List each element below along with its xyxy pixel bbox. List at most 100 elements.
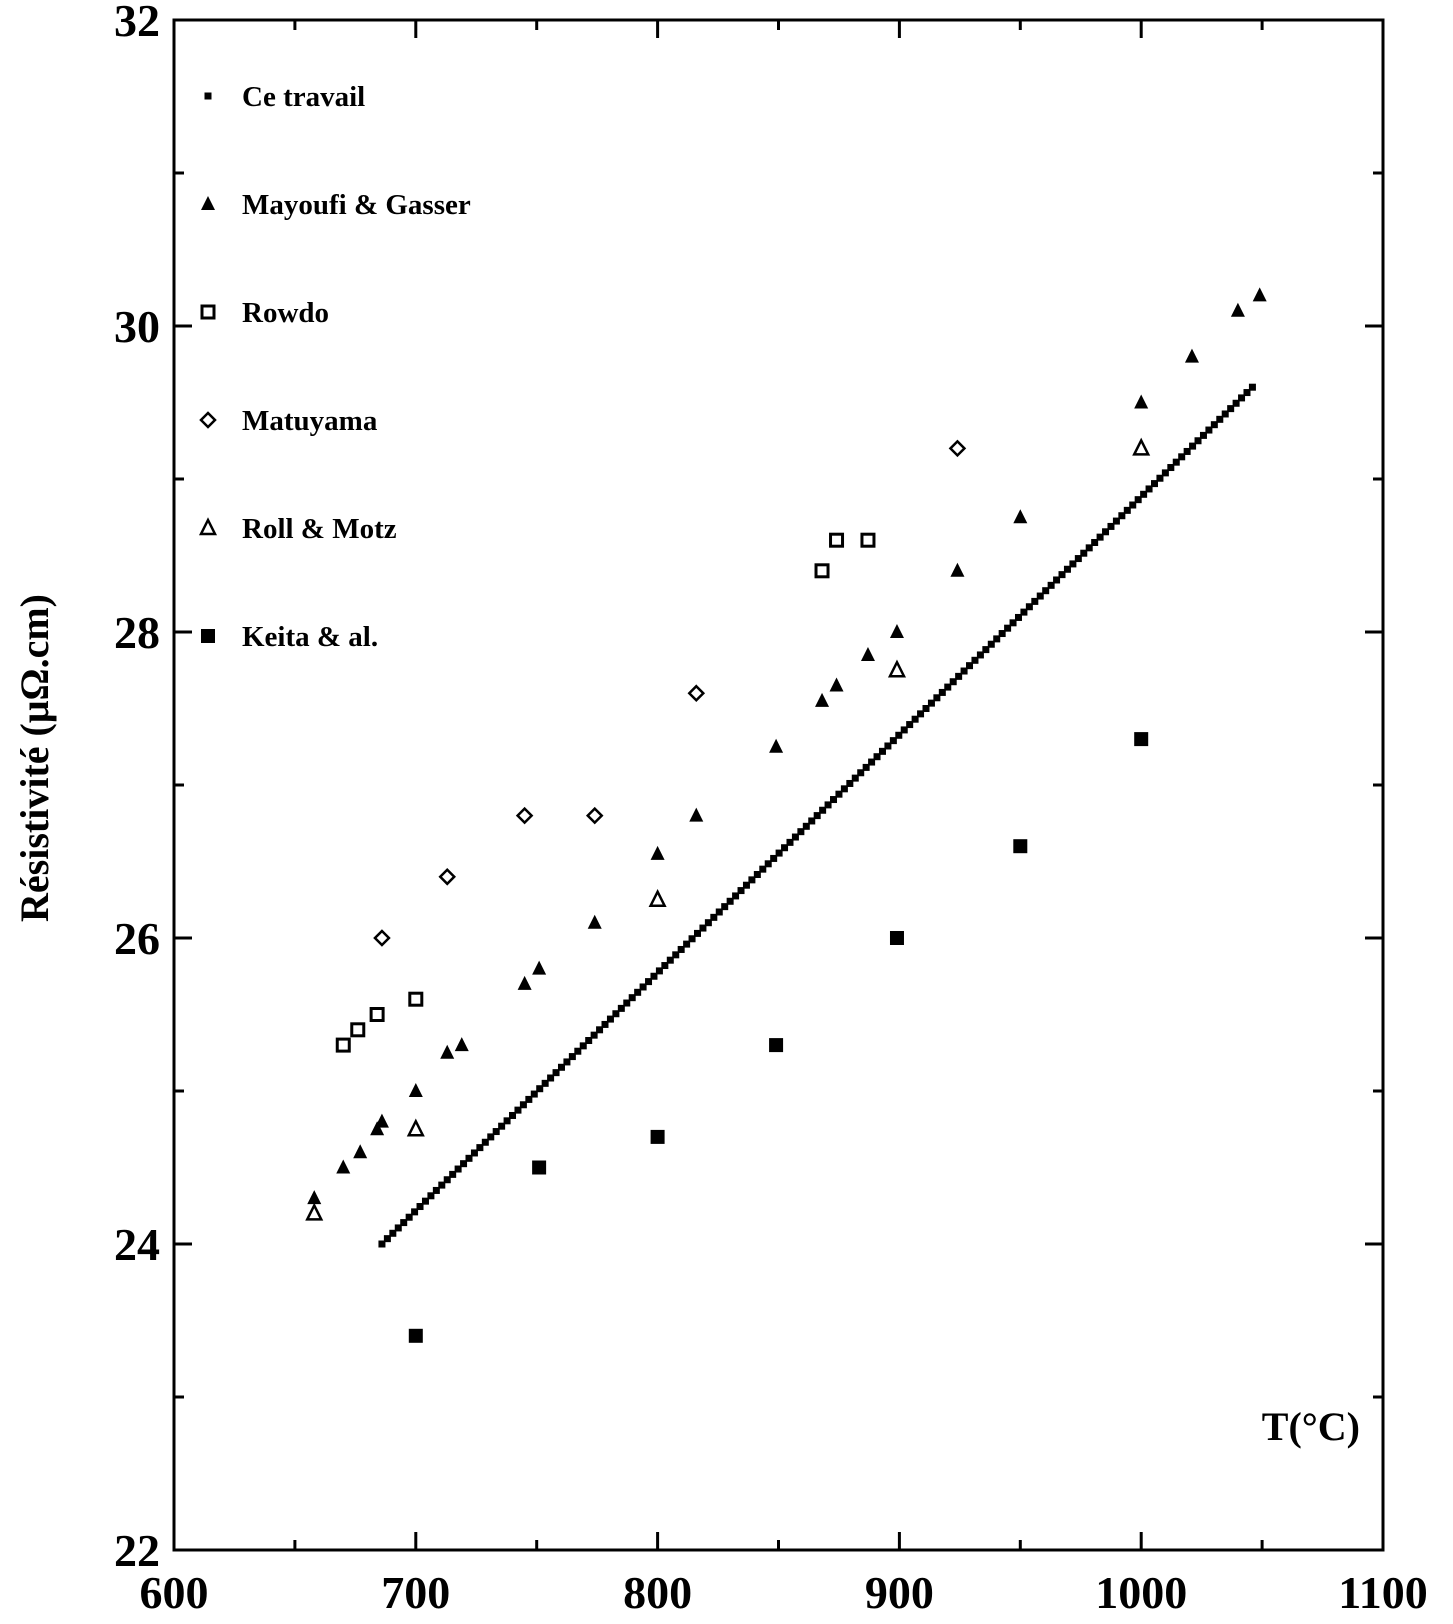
data-point (373, 929, 391, 947)
data-point (802, 822, 810, 830)
data-point (336, 1159, 351, 1174)
data-point (514, 1106, 522, 1114)
data-point (465, 1154, 473, 1162)
data-point (532, 960, 547, 975)
series-0 (378, 383, 1256, 1248)
data-point (846, 779, 854, 787)
data-point (815, 692, 830, 707)
data-point (955, 672, 963, 680)
data-point (1216, 415, 1224, 423)
y-tick-label: 24 (114, 1219, 160, 1270)
data-point (307, 1190, 322, 1205)
data-point (672, 951, 680, 959)
data-point (687, 684, 706, 702)
legend-marker (204, 92, 212, 100)
data-point (1004, 624, 1012, 632)
data-point (775, 849, 783, 857)
data-point (454, 1037, 469, 1052)
data-point (628, 994, 636, 1002)
data-point (829, 677, 844, 692)
data-point (868, 758, 876, 766)
data-point (335, 1037, 351, 1053)
data-point (460, 1160, 468, 1168)
data-point (470, 1149, 478, 1157)
data-point (797, 828, 805, 836)
data-point (666, 956, 674, 964)
data-point (617, 1004, 625, 1012)
data-point (1069, 560, 1077, 568)
data-point (408, 991, 424, 1007)
legend-label: Matuyama (242, 405, 378, 437)
data-point (1129, 501, 1137, 509)
data-point (1042, 587, 1050, 595)
data-point (378, 1240, 386, 1248)
data-point (525, 1095, 533, 1103)
data-point (1145, 485, 1153, 493)
data-point (400, 1219, 408, 1227)
data-point (454, 1165, 462, 1173)
data-point (503, 1117, 511, 1125)
data-point (710, 913, 718, 921)
data-point (753, 871, 761, 879)
data-point (563, 1058, 571, 1066)
data-point (438, 868, 457, 886)
data-point (1172, 458, 1180, 466)
y-tick-label: 22 (114, 1525, 160, 1576)
data-point (1091, 538, 1099, 546)
legend-label: Keita & al. (242, 621, 378, 653)
data-point (1150, 480, 1158, 488)
data-point (421, 1197, 429, 1205)
data-marks (305, 287, 1267, 1343)
data-point (1014, 613, 1022, 621)
y-axis-ticks: 22 24 26 28 30 32 (114, 0, 1383, 1576)
data-point (585, 1037, 593, 1045)
data-point (1025, 603, 1033, 611)
data-point (587, 914, 602, 929)
data-point (860, 646, 875, 661)
data-point (585, 806, 604, 825)
data-point (824, 801, 832, 809)
data-point (887, 659, 907, 678)
data-point (927, 699, 935, 707)
data-point (770, 854, 778, 862)
data-point (1134, 732, 1149, 747)
data-point (878, 747, 886, 755)
x-tick-label: 1100 (1338, 1567, 1427, 1618)
data-point (406, 1118, 425, 1137)
x-tick-label: 800 (623, 1567, 692, 1618)
data-point (517, 975, 532, 990)
data-point (737, 887, 745, 895)
data-point (911, 715, 919, 723)
data-point (394, 1224, 402, 1232)
data-point (590, 1031, 598, 1039)
data-point (519, 1101, 527, 1109)
data-point (840, 785, 848, 793)
data-point (1013, 839, 1028, 854)
data-point (688, 935, 696, 943)
x-axis-title: T(°C) (1262, 1404, 1360, 1449)
data-point (987, 640, 995, 648)
legend-label: Roll & Motz (242, 513, 397, 545)
legend-label: Ce travail (242, 81, 365, 113)
data-point (1183, 447, 1191, 455)
data-point (1134, 394, 1149, 409)
data-point (1096, 533, 1104, 541)
y-axis-title: Résistivité (μΩ.cm) (12, 594, 57, 922)
data-point (764, 860, 772, 868)
data-point (791, 833, 799, 841)
data-point (541, 1079, 549, 1087)
data-point (889, 737, 897, 745)
series-5 (408, 732, 1149, 1343)
data-point (606, 1015, 614, 1023)
data-point (1112, 517, 1120, 525)
data-point (623, 999, 631, 1007)
data-point (1031, 597, 1039, 605)
data-point (557, 1063, 565, 1071)
data-point (487, 1133, 495, 1141)
data-point (699, 924, 707, 932)
data-point (1047, 581, 1055, 589)
series-1 (307, 287, 1267, 1205)
y-tick-label: 32 (114, 0, 160, 46)
data-point (645, 978, 653, 986)
